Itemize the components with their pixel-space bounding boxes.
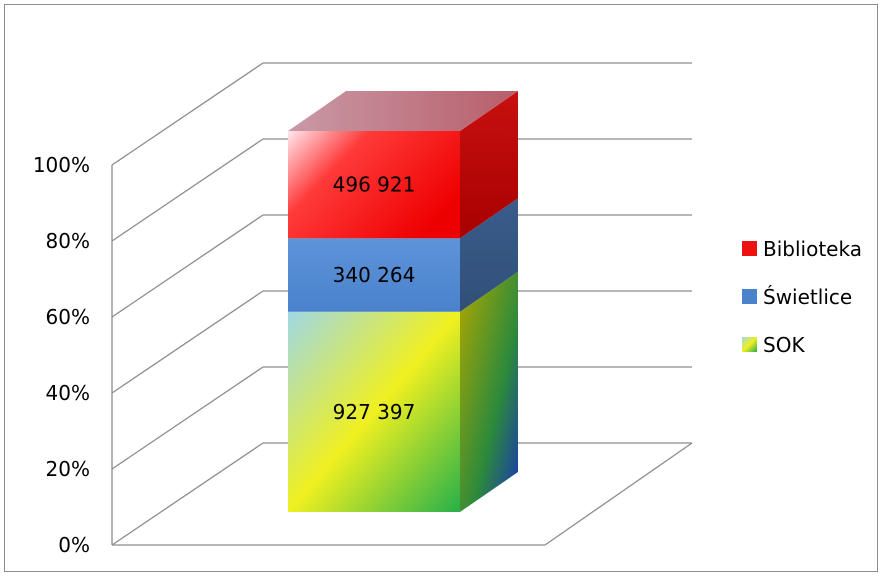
bar-side-sok	[460, 271, 518, 512]
y-tick-label: 100%	[33, 153, 90, 177]
gridline-diag	[111, 214, 264, 318]
legend-label-biblioteka: Biblioteka	[763, 237, 862, 261]
data-labels: 927 397 340 264 496 921	[333, 173, 416, 424]
bar-segment-sok	[288, 311, 460, 512]
legend: Biblioteka Świetlice SOK	[742, 237, 862, 357]
y-tick-label: 80%	[46, 229, 90, 253]
gridline-diag	[111, 62, 264, 166]
floor-right-edge	[544, 442, 693, 546]
legend-label-sok: SOK	[763, 333, 805, 357]
bar-side--wietlice	[460, 198, 518, 312]
data-label-biblioteka: 496 921	[333, 173, 416, 197]
bar-side-biblioteka	[460, 91, 518, 239]
data-label--wietlice: 340 264	[333, 263, 416, 287]
y-tick-label: 0%	[58, 533, 90, 557]
legend-label--wietlice: Świetlice	[763, 285, 852, 309]
bars	[288, 91, 518, 512]
gridline-diag	[111, 442, 264, 546]
y-axis-ticks: 0% 20% 40% 60% 80% 100%	[33, 153, 90, 557]
y-tick-label: 60%	[46, 305, 90, 329]
legend-swatch-biblioteka	[742, 241, 757, 256]
y-tick-label: 40%	[46, 381, 90, 405]
y-tick-label: 20%	[46, 457, 90, 481]
legend-swatch--wietlice	[742, 289, 757, 304]
data-label-sok: 927 397	[333, 400, 416, 424]
bar-top-face	[288, 91, 518, 131]
bar-segment--wietlice	[288, 238, 460, 312]
gridline-diag	[111, 290, 264, 394]
bar-segment-biblioteka	[288, 131, 460, 239]
legend-swatch-sok	[742, 337, 757, 352]
gridline-diag	[111, 366, 264, 470]
gridline-diag	[111, 138, 264, 242]
